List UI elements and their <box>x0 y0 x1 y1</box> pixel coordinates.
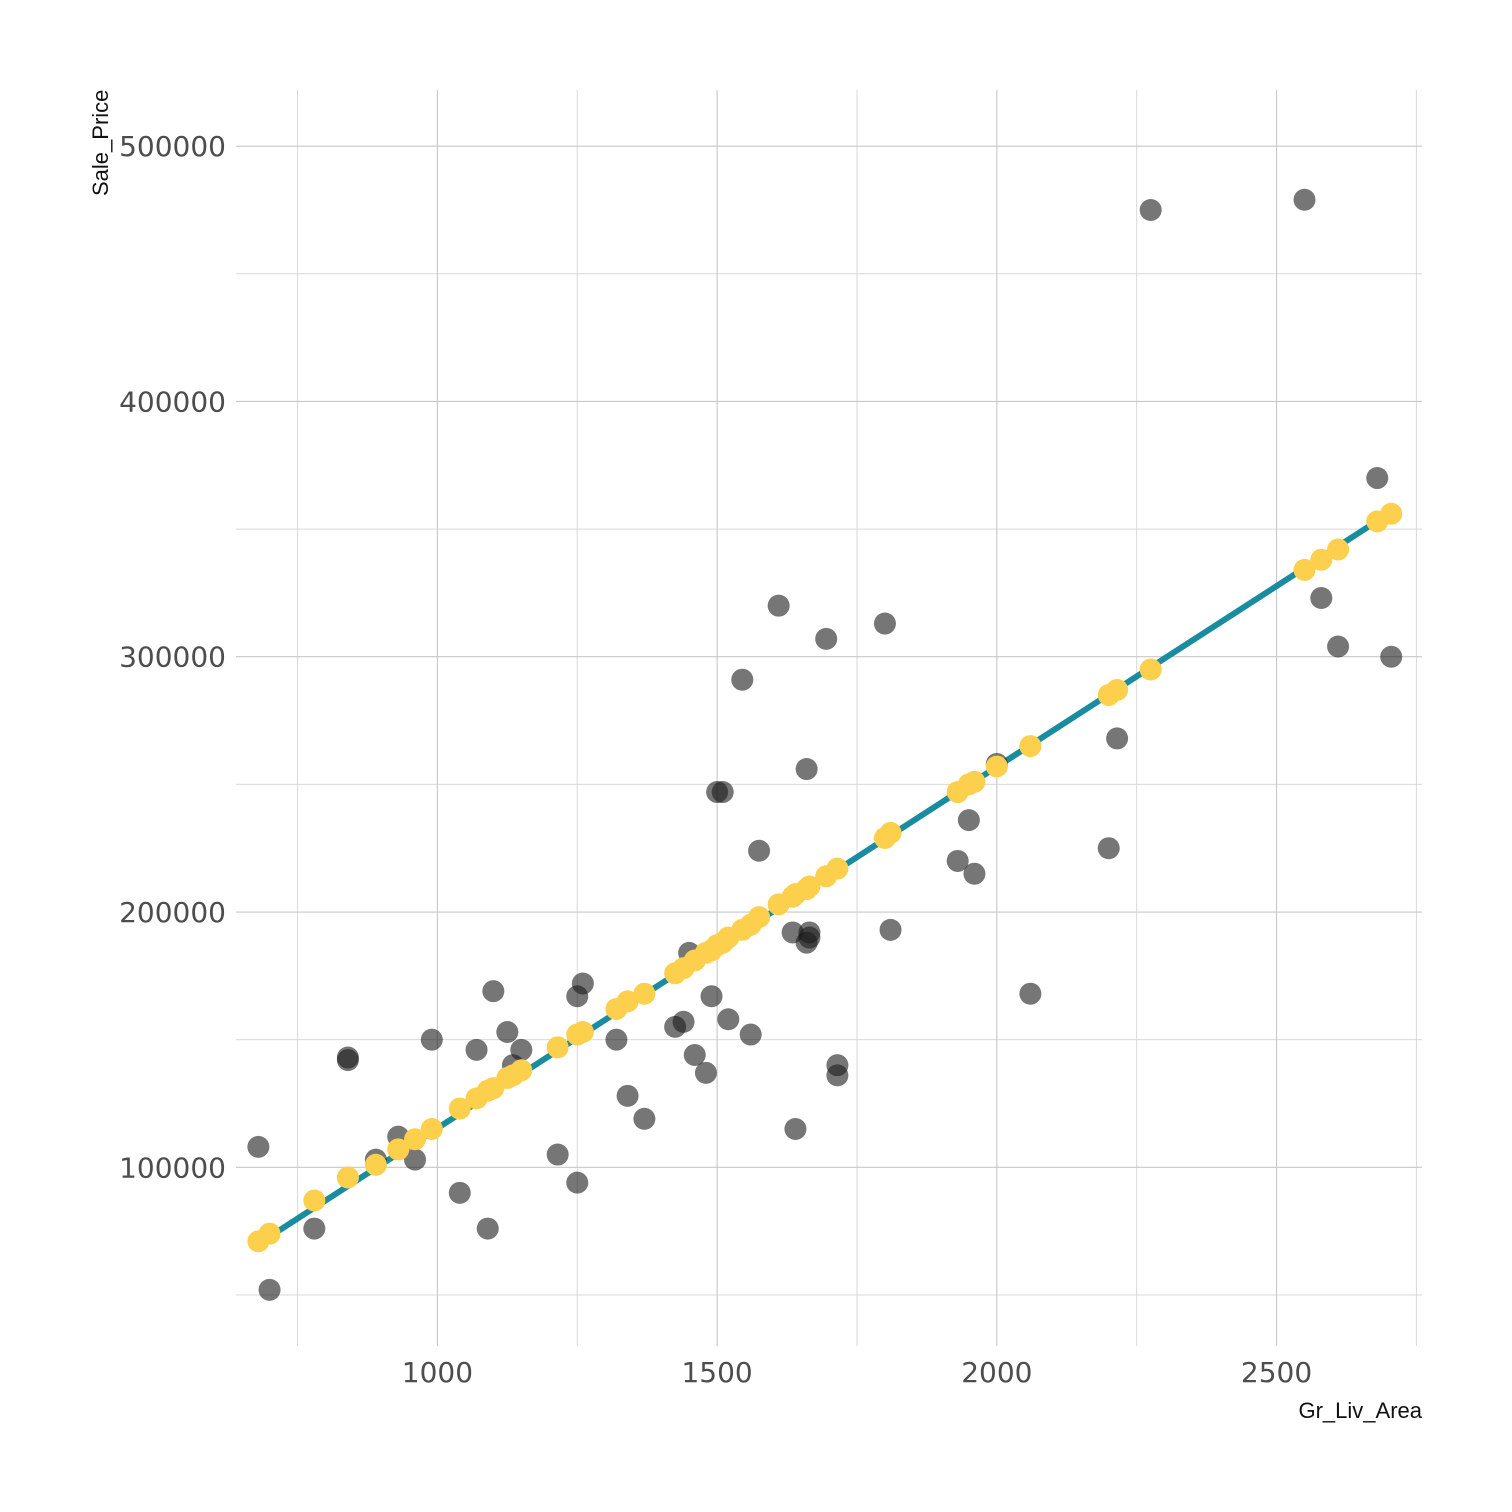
observed-point <box>795 758 818 781</box>
x-axis-title: Gr_Liv_Area <box>1298 1398 1422 1423</box>
predicted-point <box>336 1166 359 1189</box>
x-tick-label: 1000 <box>402 1356 473 1389</box>
y-tick-label: 500000 <box>119 130 226 163</box>
x-axis-ticks: 1000 1500 2000 2500 <box>402 1356 1312 1389</box>
predicted-point <box>258 1222 281 1245</box>
observed-point <box>1019 982 1042 1005</box>
predicted-point <box>633 982 656 1005</box>
predicted-point <box>1106 678 1129 701</box>
observed-point <box>482 980 505 1003</box>
predicted-point <box>963 770 986 793</box>
y-tick-label: 200000 <box>119 896 226 929</box>
y-tick-label: 100000 <box>119 1151 226 1184</box>
predicted-point <box>364 1153 387 1176</box>
observed-point <box>963 862 986 885</box>
observed-point <box>336 1049 359 1072</box>
observed-point <box>957 809 980 832</box>
predicted-point <box>616 990 639 1013</box>
predicted-point <box>420 1118 443 1141</box>
observed-point <box>1106 727 1129 750</box>
observed-point <box>798 926 821 949</box>
predicted-point <box>448 1097 471 1120</box>
observed-point <box>303 1217 326 1240</box>
observed-point <box>717 1008 740 1031</box>
observed-point <box>1310 587 1333 610</box>
predicted-point <box>546 1036 569 1059</box>
observed-point <box>420 1028 443 1051</box>
observed-point <box>510 1038 533 1061</box>
observed-point <box>1380 645 1403 668</box>
observed-point <box>616 1084 639 1107</box>
predicted-point <box>571 1021 594 1043</box>
observed-point <box>873 612 896 635</box>
observed-point <box>767 594 790 617</box>
predicted-points <box>247 502 1403 1253</box>
major-gridlines <box>236 90 1422 1346</box>
observed-point <box>247 1135 270 1158</box>
observed-point <box>683 1043 706 1066</box>
predicted-point <box>1019 735 1042 758</box>
observed-point <box>815 627 838 650</box>
observed-point <box>784 1118 807 1141</box>
x-tick-label: 1500 <box>681 1356 752 1389</box>
predicted-point <box>404 1128 427 1151</box>
observed-point <box>404 1148 427 1171</box>
observed-point <box>1097 837 1120 860</box>
predicted-point <box>1293 558 1316 581</box>
observed-point <box>731 668 754 691</box>
observed-point <box>739 1023 762 1046</box>
observed-point <box>566 1171 589 1194</box>
observed-point <box>465 1038 488 1061</box>
observed-point <box>633 1107 656 1130</box>
predicted-point <box>879 821 902 844</box>
observed-points <box>247 188 1403 1301</box>
predicted-point <box>798 875 821 898</box>
y-axis-title: Sale_Price <box>88 90 113 196</box>
predicted-point <box>748 906 771 929</box>
y-tick-label: 300000 <box>119 641 226 674</box>
predicted-point <box>1327 538 1350 561</box>
observed-point <box>694 1061 717 1084</box>
observed-point <box>258 1278 281 1301</box>
predicted-point <box>826 857 849 880</box>
observed-point <box>448 1181 471 1204</box>
observed-point <box>711 781 734 804</box>
observed-point <box>826 1064 849 1087</box>
observed-point <box>700 985 723 1008</box>
predicted-point <box>1139 658 1162 681</box>
observed-point <box>1327 635 1350 658</box>
observed-point <box>946 849 969 872</box>
observed-point <box>879 918 902 941</box>
observed-point <box>1366 467 1389 490</box>
observed-point <box>672 1010 695 1033</box>
predicted-point <box>510 1059 533 1082</box>
observed-point <box>1293 188 1316 211</box>
predicted-point <box>1310 548 1333 571</box>
observed-point <box>571 972 594 995</box>
observed-point <box>748 839 771 862</box>
y-axis-ticks: 100000 200000 300000 400000 500000 <box>119 130 226 1184</box>
observed-point <box>605 1028 628 1051</box>
predicted-point <box>1380 502 1403 525</box>
observed-point <box>476 1217 499 1240</box>
observed-point <box>496 1021 519 1043</box>
predicted-point <box>303 1189 326 1212</box>
observed-point <box>1139 198 1162 221</box>
predicted-point <box>985 755 1008 778</box>
x-tick-label: 2000 <box>961 1356 1032 1389</box>
y-tick-label: 400000 <box>119 385 226 418</box>
x-tick-label: 2500 <box>1241 1356 1312 1389</box>
observed-point <box>546 1143 569 1166</box>
predicted-point <box>387 1138 410 1161</box>
